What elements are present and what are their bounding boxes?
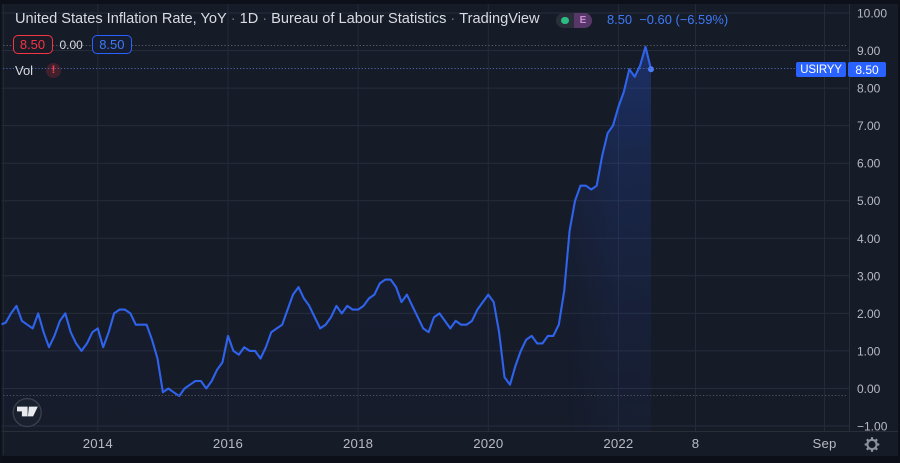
svg-text:0.00: 0.00 <box>857 382 881 396</box>
svg-text:2018: 2018 <box>343 436 373 451</box>
svg-text:7.00: 7.00 <box>857 119 881 133</box>
svg-text:8.00: 8.00 <box>857 82 881 96</box>
svg-text:2020: 2020 <box>473 436 503 451</box>
svg-text:9.00: 9.00 <box>857 44 881 58</box>
svg-text:5.00: 5.00 <box>857 194 881 208</box>
svg-text:−1.00: −1.00 <box>857 420 888 434</box>
svg-text:2022: 2022 <box>603 436 633 451</box>
svg-text:4.00: 4.00 <box>857 232 881 246</box>
svg-text:8: 8 <box>692 436 700 451</box>
svg-text:2014: 2014 <box>83 436 113 451</box>
svg-text:1.00: 1.00 <box>857 344 881 358</box>
svg-text:2.00: 2.00 <box>857 307 881 321</box>
svg-text:2016: 2016 <box>213 436 243 451</box>
svg-text:3.00: 3.00 <box>857 269 881 283</box>
svg-text:Sep: Sep <box>812 436 836 451</box>
svg-text:6.00: 6.00 <box>857 157 881 171</box>
svg-text:10.00: 10.00 <box>857 7 887 21</box>
